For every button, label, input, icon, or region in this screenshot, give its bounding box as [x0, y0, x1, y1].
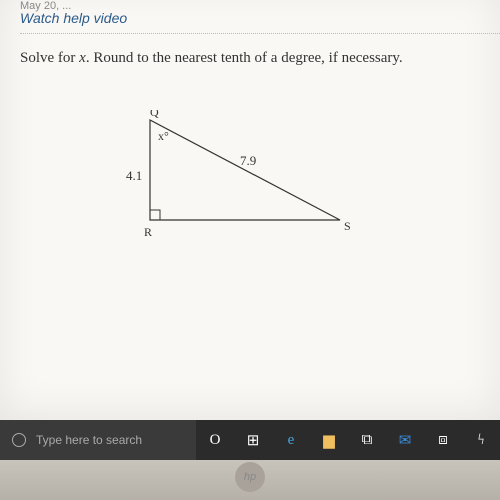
- side-left-label: 4.1: [126, 168, 142, 183]
- vertex-r-label: R: [144, 225, 152, 239]
- power-icon[interactable]: ϟ: [462, 420, 500, 460]
- triangle-shape: [150, 120, 340, 220]
- file-explorer-icon[interactable]: ▆: [310, 420, 348, 460]
- search-placeholder: Type here to search: [36, 433, 142, 447]
- taskbar-search[interactable]: Type here to search: [0, 420, 196, 460]
- vertex-q-label: Q: [150, 110, 159, 119]
- problem-suffix: . Round to the nearest tenth of a degree…: [86, 50, 403, 66]
- vertex-s-label: S: [344, 219, 351, 233]
- mail-icon[interactable]: ✉: [386, 420, 424, 460]
- windows-taskbar: Type here to search O⊞e▆⧉✉⧈ϟ: [0, 420, 500, 460]
- separator-line: [20, 33, 500, 34]
- triangle-figure: Q R S x° 4.1 7.9: [100, 110, 360, 280]
- hp-logo: hp: [235, 462, 265, 492]
- triangle-svg: Q R S x° 4.1 7.9: [100, 110, 360, 280]
- laptop-base: hp: [0, 460, 500, 500]
- problem-prefix: Solve for: [20, 50, 79, 66]
- watch-help-video-link[interactable]: Watch help video: [20, 10, 127, 26]
- problem-statement: Solve for x. Round to the nearest tenth …: [20, 50, 403, 67]
- taskbar-icons: O⊞e▆⧉✉⧈ϟ: [196, 420, 500, 460]
- store-icon[interactable]: ⧉: [348, 420, 386, 460]
- angle-x-label: x°: [158, 129, 169, 143]
- dropbox-icon[interactable]: ⧈: [424, 420, 462, 460]
- side-hypotenuse-label: 7.9: [240, 153, 256, 168]
- cortana-icon: [12, 433, 26, 447]
- task-view-icon[interactable]: ⊞: [234, 420, 272, 460]
- right-angle-marker: [150, 210, 160, 220]
- cortana-ring-icon[interactable]: O: [196, 420, 234, 460]
- edge-icon[interactable]: e: [272, 420, 310, 460]
- problem-variable: x: [79, 50, 86, 66]
